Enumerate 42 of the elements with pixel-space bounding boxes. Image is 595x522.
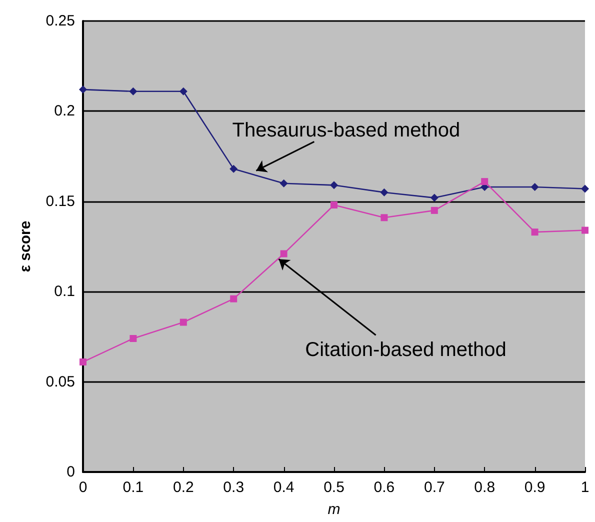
point xyxy=(280,250,288,258)
point xyxy=(129,87,138,96)
x-tick-label: 0 xyxy=(78,479,88,496)
point xyxy=(80,358,86,366)
point xyxy=(330,181,338,190)
point xyxy=(330,202,338,209)
x-tick-label: 1 xyxy=(580,479,590,496)
annotation: Thesaurus-based method xyxy=(232,120,460,142)
x-tick-label: 0.3 xyxy=(223,479,244,496)
x-tick-label: 0.2 xyxy=(172,479,194,496)
x-tick-label: 0.7 xyxy=(424,479,445,496)
point xyxy=(430,206,438,214)
point xyxy=(230,295,238,302)
point xyxy=(280,179,288,188)
x-tick-label: 0.9 xyxy=(524,479,546,496)
x-tick-label: 0.4 xyxy=(273,479,294,496)
point xyxy=(180,318,187,326)
point xyxy=(179,87,188,96)
x-tick-label: 0.1 xyxy=(122,479,144,496)
point xyxy=(130,335,137,342)
x-tick-label: 0.6 xyxy=(374,479,395,496)
point xyxy=(79,86,87,94)
point xyxy=(531,228,538,236)
x-tick-label: 0.8 xyxy=(474,479,496,496)
y-axis-title: ε score xyxy=(17,220,34,272)
y-tick-label: 0.2 xyxy=(54,102,75,120)
point xyxy=(481,178,488,186)
y-tick-label: 0.1 xyxy=(54,283,75,300)
point xyxy=(380,214,388,222)
point xyxy=(230,164,238,173)
y-tick-label: 0 xyxy=(66,464,75,480)
point xyxy=(581,184,589,193)
y-tick-label: 0.15 xyxy=(46,192,75,210)
x-axis-title: m xyxy=(328,501,340,518)
y-tick-label: 0.25 xyxy=(46,12,75,30)
point xyxy=(582,226,588,234)
point xyxy=(380,188,388,196)
x-tick-label: 0.5 xyxy=(324,479,344,496)
y-tick-label: 0.05 xyxy=(46,373,75,390)
point xyxy=(530,182,539,191)
point xyxy=(430,194,438,202)
annotation: Citation-based method xyxy=(305,339,506,362)
